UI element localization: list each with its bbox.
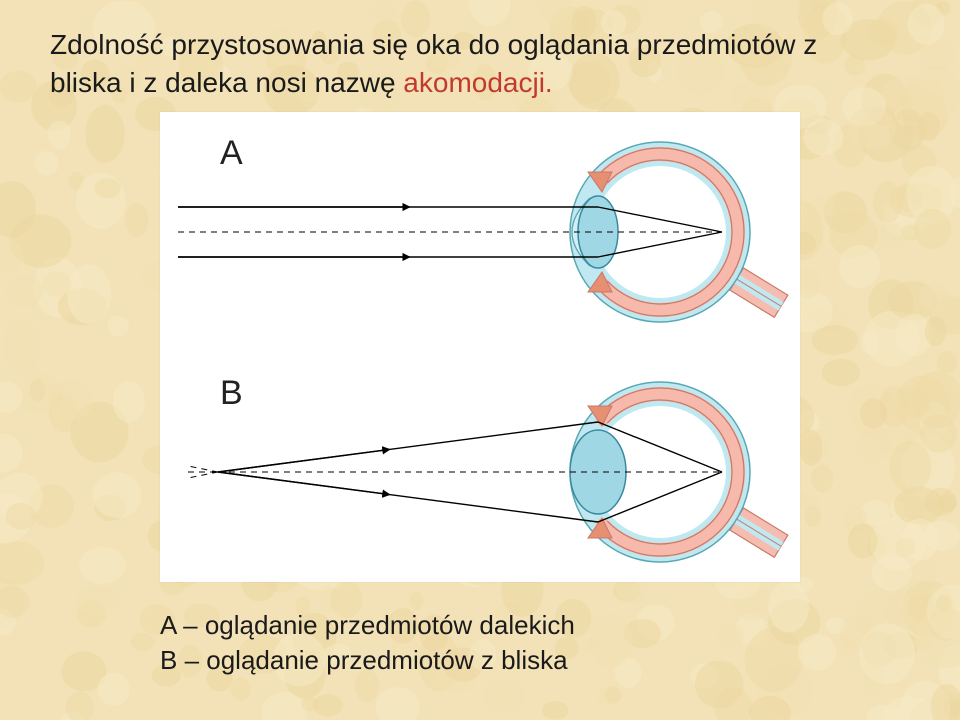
slide-content: Zdolność przystosowania się oka do ogląd… <box>0 0 960 720</box>
caption-block: A – oglądanie przedmiotów dalekich B – o… <box>160 608 800 678</box>
title-text: Zdolność przystosowania się oka do ogląd… <box>50 26 910 102</box>
title-line1: Zdolność przystosowania się oka do ogląd… <box>50 29 817 60</box>
title-line2a: bliska i z daleka nosi nazwę <box>50 67 403 98</box>
title-highlight: akomodacji. <box>403 67 552 98</box>
caption-line-a: A – oglądanie przedmiotów dalekich <box>160 608 800 643</box>
caption-line-b: B – oglądanie przedmiotów z bliska <box>160 643 800 678</box>
svg-text:B: B <box>220 374 243 412</box>
accommodation-diagram: AB <box>160 112 800 582</box>
diagram-svg: AB <box>160 112 800 582</box>
svg-text:A: A <box>220 134 243 172</box>
